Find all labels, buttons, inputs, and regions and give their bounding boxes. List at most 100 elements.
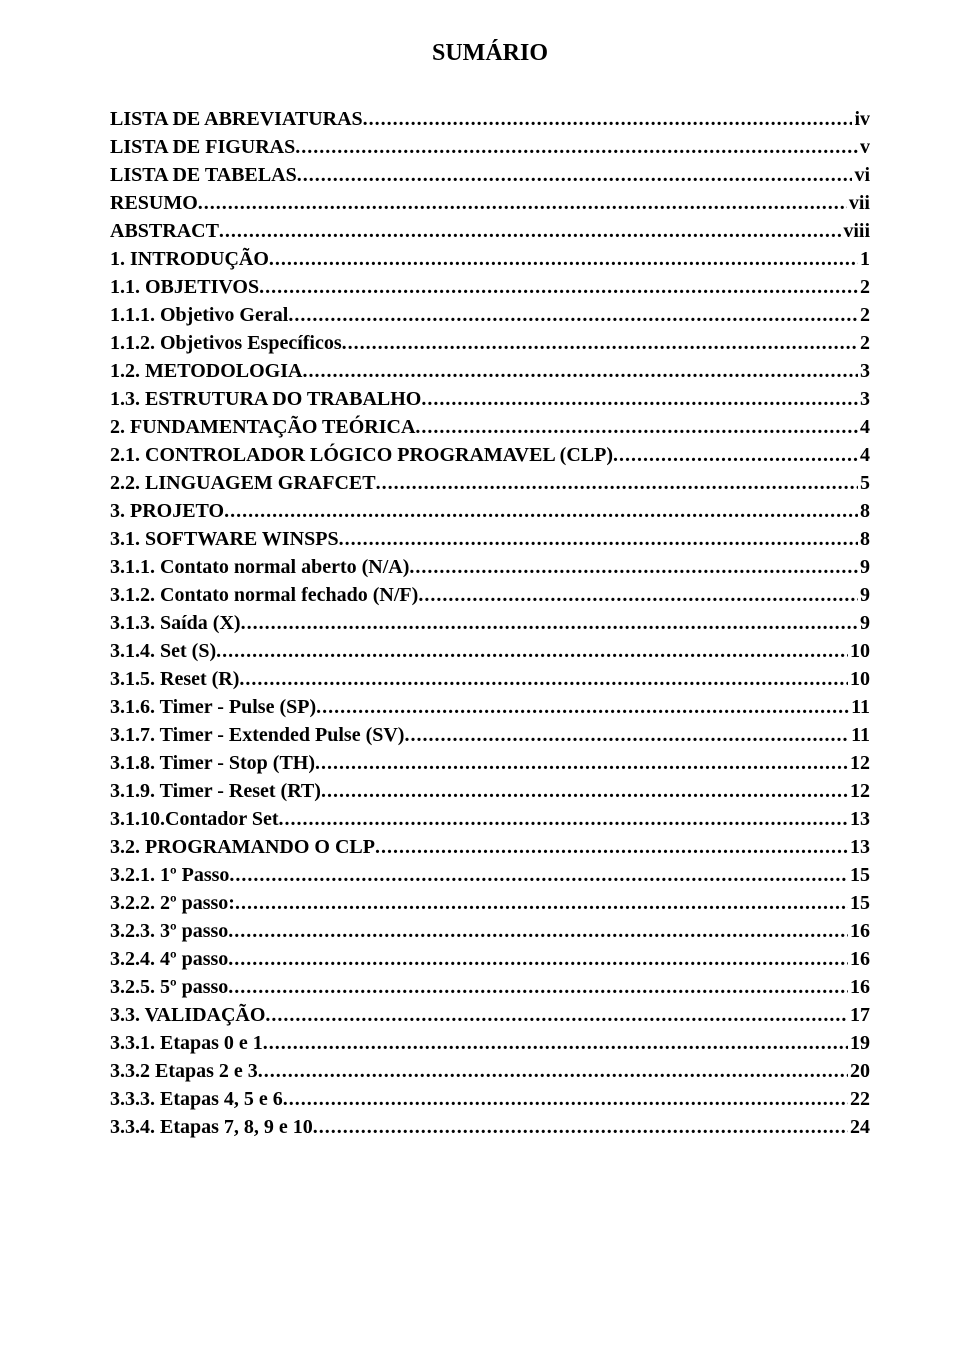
toc-entry-page: 12	[848, 777, 870, 805]
toc-entry-page: 19	[848, 1029, 870, 1057]
toc-entry: 3.2.5. 5º passo16	[110, 973, 870, 1001]
toc-leader-dots	[375, 833, 848, 861]
toc-leader-dots	[315, 749, 848, 777]
toc-entry: 3.2.4. 4º passo 16	[110, 945, 870, 973]
toc-leader-dots	[265, 1001, 848, 1029]
toc-entry-page: 16	[848, 917, 870, 945]
toc-entry-page: 16	[848, 945, 870, 973]
toc-entry: 3.3. VALIDAÇÃO17	[110, 1001, 870, 1029]
toc-entry-label: 3.2.1. 1º Passo	[110, 861, 229, 889]
toc-entry: 3.1. SOFTWARE WINSPS8	[110, 525, 870, 553]
toc-entry-label: 1.3. ESTRUTURA DO TRABALHO	[110, 385, 421, 413]
document-title: SUMÁRIO	[110, 40, 870, 67]
toc-entry-page: iv	[852, 105, 870, 133]
toc-entry: 3.1.4. Set (S) 10	[110, 637, 870, 665]
toc-leader-dots	[263, 1029, 848, 1057]
toc-entry-label: RESUMO	[110, 189, 198, 217]
toc-entry: 2.2. LINGUAGEM GRAFCET5	[110, 469, 870, 497]
toc-entry-page: vi	[852, 161, 870, 189]
toc-entry-page: 4	[858, 413, 870, 441]
toc-entry-label: 3.1.5. Reset (R)	[110, 665, 239, 693]
toc-leader-dots	[313, 1113, 848, 1141]
toc-entry-page: 2	[858, 273, 870, 301]
toc-entry-page: 9	[858, 581, 870, 609]
toc-entry-page: 8	[858, 525, 870, 553]
toc-entry: 3.3.4. Etapas 7, 8, 9 e 10 24	[110, 1113, 870, 1141]
toc-leader-dots	[259, 273, 858, 301]
toc-entry-label: 3.1.7. Timer - Extended Pulse (SV)	[110, 721, 404, 749]
toc-entry: 1. INTRODUÇÃO1	[110, 245, 870, 273]
toc-entry-page: 12	[848, 749, 870, 777]
toc-entry-page: vii	[847, 189, 870, 217]
toc-entry-label: 3.3.4. Etapas 7, 8, 9 e 10	[110, 1113, 313, 1141]
toc-entry-label: LISTA DE TABELAS	[110, 161, 297, 189]
toc-entry-label: 3.3.1. Etapas 0 e 1	[110, 1029, 263, 1057]
toc-leader-dots	[415, 413, 858, 441]
toc-entry-label: LISTA DE FIGURAS	[110, 133, 295, 161]
toc-entry: 3.1.2. Contato normal fechado (N/F) 9	[110, 581, 870, 609]
toc-entry: 3.2.1. 1º Passo 15	[110, 861, 870, 889]
toc-entry-page: 3	[858, 385, 870, 413]
toc-entry-label: 3.1.3. Saída (X)	[110, 609, 241, 637]
toc-entry-page: 13	[848, 833, 870, 861]
toc-entry: LISTA DE ABREVIATURASiv	[110, 105, 870, 133]
toc-entry-page: 5	[858, 469, 870, 497]
toc-entry-label: 3.3.3. Etapas 4, 5 e 6	[110, 1085, 283, 1113]
toc-leader-dots	[321, 777, 848, 805]
toc-entry: 3.3.2 Etapas 2 e 3 20	[110, 1057, 870, 1085]
toc-entry-page: v	[858, 133, 870, 161]
toc-entry: 3.1.8. Timer - Stop (TH)12	[110, 749, 870, 777]
toc-entry-page: 2	[858, 301, 870, 329]
toc-entry-label: 3.3.2 Etapas 2 e 3	[110, 1057, 258, 1085]
toc-leader-dots	[339, 525, 858, 553]
toc-entry-label: 1.1. OBJETIVOS	[110, 273, 259, 301]
toc-entry-label: 1.1.2. Objetivos Específicos	[110, 329, 342, 357]
toc-entry: 3.3.1. Etapas 0 e 1 19	[110, 1029, 870, 1057]
toc-entry-page: 1	[858, 245, 870, 273]
toc-leader-dots	[302, 357, 858, 385]
toc-entry: 1.3. ESTRUTURA DO TRABALHO 3	[110, 385, 870, 413]
toc-leader-dots	[376, 469, 858, 497]
toc-leader-dots	[198, 189, 847, 217]
toc-entry-page: 20	[848, 1057, 870, 1085]
toc-entry: 3.2.2. 2º passo:15	[110, 889, 870, 917]
toc-entry-page: 9	[858, 609, 870, 637]
toc-entry: 3.1.7. Timer - Extended Pulse (SV) 11	[110, 721, 870, 749]
toc-leader-dots	[258, 1057, 848, 1085]
toc-entry: 3.1.6. Timer - Pulse (SP)11	[110, 693, 870, 721]
toc-entry-label: 3.1.6. Timer - Pulse (SP)	[110, 693, 316, 721]
toc-entry-label: 3.1.4. Set (S)	[110, 637, 216, 665]
toc-entry-page: 15	[848, 889, 870, 917]
toc-leader-dots	[316, 693, 849, 721]
toc-leader-dots	[404, 721, 849, 749]
toc-entry-page: 10	[848, 637, 870, 665]
toc-leader-dots	[224, 497, 858, 525]
toc-entry: ABSTRACTviii	[110, 217, 870, 245]
toc-entry-page: 15	[848, 861, 870, 889]
toc-entry-page: 4	[858, 441, 870, 469]
toc-leader-dots	[229, 861, 848, 889]
toc-entry: 3.2.3. 3º passo16	[110, 917, 870, 945]
toc-leader-dots	[418, 581, 858, 609]
toc-entry: 3.1.1. Contato normal aberto (N/A)9	[110, 553, 870, 581]
toc-entry-page: 24	[848, 1113, 870, 1141]
toc-entry: LISTA DE FIGURAS v	[110, 133, 870, 161]
toc-entry: 3.1.10.Contador Set 13	[110, 805, 870, 833]
toc-entry-label: 3.1.10.Contador Set	[110, 805, 279, 833]
toc-leader-dots	[342, 329, 858, 357]
toc-leader-dots	[283, 1085, 848, 1113]
toc-entry-page: 11	[849, 721, 870, 749]
toc-entry-page: 16	[848, 973, 870, 1001]
toc-entry-page: 22	[848, 1085, 870, 1113]
toc-list: LISTA DE ABREVIATURASivLISTA DE FIGURAS v…	[110, 105, 870, 1141]
toc-leader-dots	[228, 973, 848, 1001]
toc-entry: 3.1.9. Timer - Reset (RT)12	[110, 777, 870, 805]
toc-entry-page: 13	[848, 805, 870, 833]
toc-entry: 3.2. PROGRAMANDO O CLP13	[110, 833, 870, 861]
toc-entry-label: 3.1.2. Contato normal fechado (N/F)	[110, 581, 418, 609]
toc-entry-label: 3.2.4. 4º passo	[110, 945, 228, 973]
toc-leader-dots	[216, 637, 848, 665]
toc-entry-label: 1.1.1. Objetivo Geral	[110, 301, 288, 329]
toc-entry-page: 2	[858, 329, 870, 357]
toc-leader-dots	[613, 441, 858, 469]
